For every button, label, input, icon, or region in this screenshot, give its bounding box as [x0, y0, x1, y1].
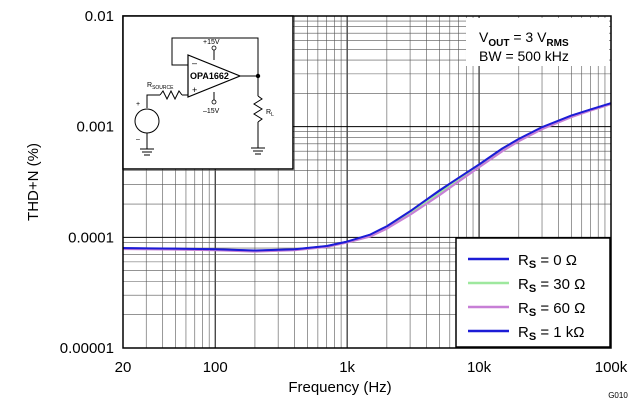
- legend-label: RS = 60 Ω: [518, 300, 585, 319]
- rsource-label: RSOURCE: [147, 82, 174, 91]
- rl-label: RL: [266, 109, 274, 118]
- vout-value: = 3 V: [509, 29, 547, 45]
- legend: RS = 0 Ω RS = 30 Ω RS = 60 Ω RS = 1 kΩ: [455, 237, 611, 348]
- x-tick-labels: 20 100 1k 10k 100k: [115, 359, 628, 376]
- legend-label: RS = 1 kΩ: [518, 324, 585, 343]
- schematic-box: [122, 15, 294, 170]
- y-tick-labels: 0.00001 0.0001 0.001 0.01: [60, 8, 114, 357]
- vout-prefix: V: [479, 29, 489, 45]
- series-lines: [122, 102, 612, 253]
- annotation-background: [466, 18, 609, 66]
- output-node: [255, 73, 261, 79]
- y-tick-label: 0.01: [85, 8, 114, 25]
- opamp-symbol: [187, 54, 242, 98]
- vneg-terminal: [211, 99, 217, 105]
- opamp-label: OPA1662: [190, 71, 229, 81]
- circuit-schematic: OPA1662 – + +15V –15V RL RSOURCE + –: [122, 15, 294, 170]
- opamp-plus: +: [192, 85, 197, 95]
- vout-unit-sub: RMS: [546, 38, 569, 49]
- x-tick-label: 10k: [467, 359, 492, 376]
- feedback-wire: [171, 37, 259, 76]
- y-axis-label: THD+N (%): [25, 143, 42, 221]
- vout-condition: VOUT = 3 VRMS: [479, 29, 569, 49]
- vout-sub: OUT: [488, 38, 509, 49]
- figure-id: G010: [608, 391, 628, 400]
- x-tick-label: 100k: [595, 359, 628, 376]
- bandwidth-condition: BW = 500 kHz: [479, 48, 569, 64]
- x-tick-label: 100: [203, 359, 228, 376]
- legend-label: RS = 30 Ω: [518, 276, 585, 295]
- vpos-terminal: [211, 45, 217, 51]
- x-axis-label: Frequency (Hz): [288, 379, 391, 396]
- legend-item: RS = 30 Ω: [468, 276, 585, 295]
- source-minus: –: [136, 136, 140, 143]
- vpos-label: +15V: [203, 39, 220, 46]
- y-tick-label: 0.001: [76, 119, 114, 136]
- legend-box: [455, 237, 611, 348]
- legend-item: RS = 60 Ω: [468, 300, 585, 319]
- source-ground-wire: [140, 133, 154, 156]
- load-resistor: [253, 95, 263, 123]
- source-plus: +: [136, 101, 140, 108]
- series-line-4: [122, 102, 612, 252]
- x-tick-label: 20: [115, 359, 132, 376]
- plot-frame: [122, 15, 612, 349]
- legend-label: RS = 0 Ω: [518, 252, 577, 271]
- legend-item: RS = 0 Ω: [468, 252, 577, 271]
- load-ground-wire: [251, 122, 265, 155]
- y-tick-label: 0.0001: [68, 229, 114, 246]
- legend-item: RS = 1 kΩ: [468, 324, 585, 343]
- y-tick-label: 0.00001: [60, 340, 114, 357]
- vneg-label: –15V: [203, 108, 220, 115]
- opamp-minus: –: [192, 58, 197, 68]
- signal-source: [134, 108, 160, 134]
- test-conditions-annotation: VOUT = 3 VRMS BW = 500 kHz: [466, 18, 609, 66]
- source-wires: [146, 94, 188, 108]
- x-tick-label: 1k: [339, 359, 355, 376]
- source-resistor: [159, 89, 183, 101]
